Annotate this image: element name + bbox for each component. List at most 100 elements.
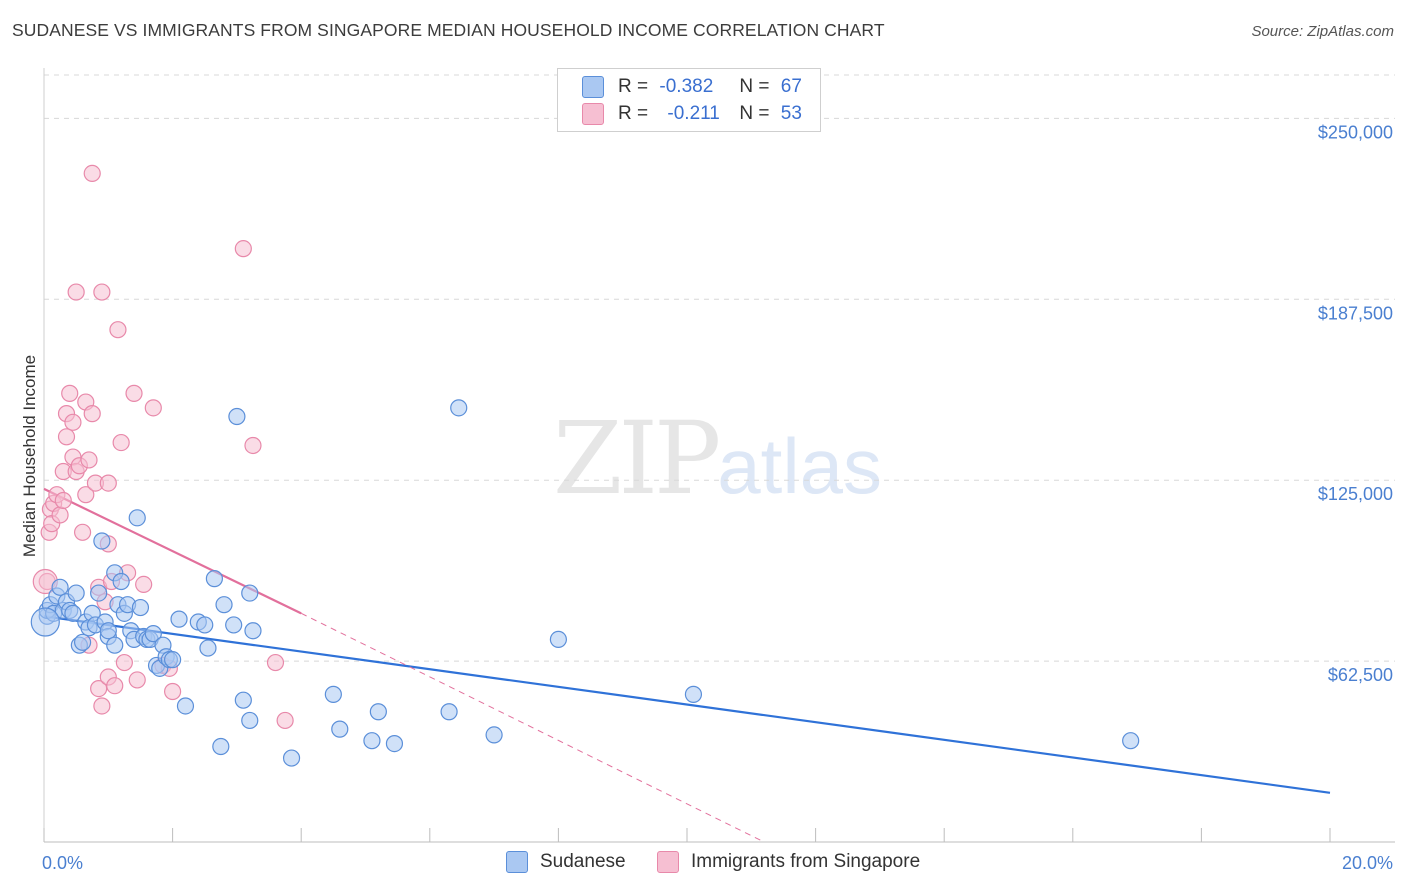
point-singapore <box>73 523 92 541</box>
legend-r-label: R = <box>618 76 649 97</box>
point-singapore <box>83 405 101 423</box>
point-sudanese <box>205 570 223 588</box>
point-sudanese <box>331 720 349 738</box>
point-sudanese <box>73 633 92 651</box>
series-legend-swatch-sudanese <box>506 851 528 873</box>
point-sudanese <box>67 584 85 602</box>
point-sudanese <box>196 616 214 634</box>
chart-title: SUDANESE VS IMMIGRANTS FROM SINGAPORE ME… <box>12 20 885 40</box>
correlation-legend: R = -0.382 N = 67 R = -0.211 N = 53 <box>557 68 821 132</box>
point-singapore <box>77 486 95 504</box>
point-singapore <box>51 506 69 524</box>
point-singapore <box>83 164 101 183</box>
point-sudanese <box>90 584 108 602</box>
series-legend-item-sudanese: Sudanese <box>506 851 626 873</box>
series-sudanese-points <box>30 399 1140 767</box>
gridlines <box>44 74 1395 662</box>
legend-n-label: N = <box>739 103 770 124</box>
legend-r-label: R = <box>618 103 649 124</box>
point-sudanese <box>549 630 568 648</box>
point-sudanese <box>51 578 69 596</box>
point-sudanese <box>450 399 468 417</box>
point-singapore <box>164 682 182 701</box>
point-sudanese <box>369 703 387 721</box>
point-sudanese <box>164 651 182 669</box>
point-singapore <box>106 677 124 695</box>
point-sudanese <box>131 598 150 617</box>
point-singapore <box>112 433 130 452</box>
axes <box>43 68 1395 843</box>
legend-n-label: N = <box>739 76 770 97</box>
point-sudanese <box>128 509 146 527</box>
y-tick-label: $187,500 <box>1318 303 1393 323</box>
point-singapore <box>125 384 143 402</box>
point-singapore <box>80 451 98 469</box>
legend-row-singapore: R = -0.211 N = 53 <box>582 101 802 127</box>
point-singapore <box>135 575 153 594</box>
point-sudanese-large <box>30 607 60 637</box>
point-singapore <box>93 697 111 715</box>
x-tick-label: 20.0% <box>1342 853 1393 873</box>
point-sudanese <box>244 622 262 640</box>
series-legend-label-sudanese: Sudanese <box>540 851 626 872</box>
point-singapore <box>266 653 285 672</box>
series-legend-item-singapore: Immigrants from Singapore <box>657 851 920 873</box>
point-singapore <box>99 474 117 492</box>
series-legend: Sudanese Immigrants from Singapore <box>0 851 1406 879</box>
point-sudanese <box>99 622 117 640</box>
point-sudanese <box>144 625 162 643</box>
x-tick-label: 0.0% <box>42 853 83 873</box>
legend-n-value: 53 <box>780 103 802 124</box>
y-tick-label: $62,500 <box>1328 665 1393 685</box>
point-singapore <box>109 321 127 339</box>
y-tick-label: $125,000 <box>1318 484 1393 504</box>
series-legend-swatch-singapore <box>657 851 679 873</box>
point-sudanese <box>241 711 259 730</box>
point-singapore <box>234 240 252 258</box>
point-sudanese <box>93 532 111 550</box>
point-sudanese <box>225 616 243 634</box>
point-sudanese <box>684 685 703 703</box>
point-sudanese <box>106 636 124 654</box>
point-sudanese <box>324 685 342 703</box>
point-sudanese <box>176 697 195 715</box>
legend-swatch-sudanese <box>582 76 604 98</box>
legend-n-value: 67 <box>780 76 802 97</box>
point-sudanese <box>234 691 252 709</box>
point-sudanese <box>212 737 230 756</box>
point-sudanese <box>282 749 301 767</box>
legend-r-value: -0.382 <box>659 76 714 97</box>
y-tick-label: $250,000 <box>1318 122 1393 142</box>
point-singapore <box>144 399 162 417</box>
point-singapore <box>67 283 85 301</box>
point-singapore <box>64 413 82 431</box>
point-singapore <box>61 384 79 402</box>
point-sudanese <box>215 596 233 614</box>
legend-r-value: -0.211 <box>667 103 720 124</box>
point-sudanese <box>199 639 217 657</box>
trend-line-sudanese <box>43 615 1331 794</box>
point-singapore <box>57 428 76 446</box>
point-sudanese <box>363 732 381 750</box>
source-label: Source: ZipAtlas.com <box>1251 23 1394 40</box>
point-sudanese <box>170 610 188 628</box>
tick-labels: $62,500 $125,000 $187,500 $250,000 0.0% 20.0% <box>42 122 1393 873</box>
point-sudanese <box>228 407 246 426</box>
legend-row-sudanese: R = -0.382 N = 67 <box>582 74 802 100</box>
point-singapore <box>93 283 111 301</box>
point-singapore <box>244 436 262 455</box>
point-sudanese <box>241 584 259 602</box>
point-sudanese <box>112 572 130 591</box>
point-singapore <box>115 653 133 672</box>
trend-line-singapore-extension <box>300 612 765 843</box>
trend-lines <box>43 487 1331 843</box>
point-sudanese <box>440 703 458 721</box>
legend-swatch-singapore <box>582 103 604 125</box>
point-sudanese <box>1122 732 1140 750</box>
point-singapore <box>54 491 72 510</box>
point-sudanese <box>385 734 404 753</box>
point-singapore <box>276 711 294 730</box>
series-legend-label-singapore: Immigrants from Singapore <box>691 851 921 872</box>
point-sudanese <box>485 726 503 744</box>
